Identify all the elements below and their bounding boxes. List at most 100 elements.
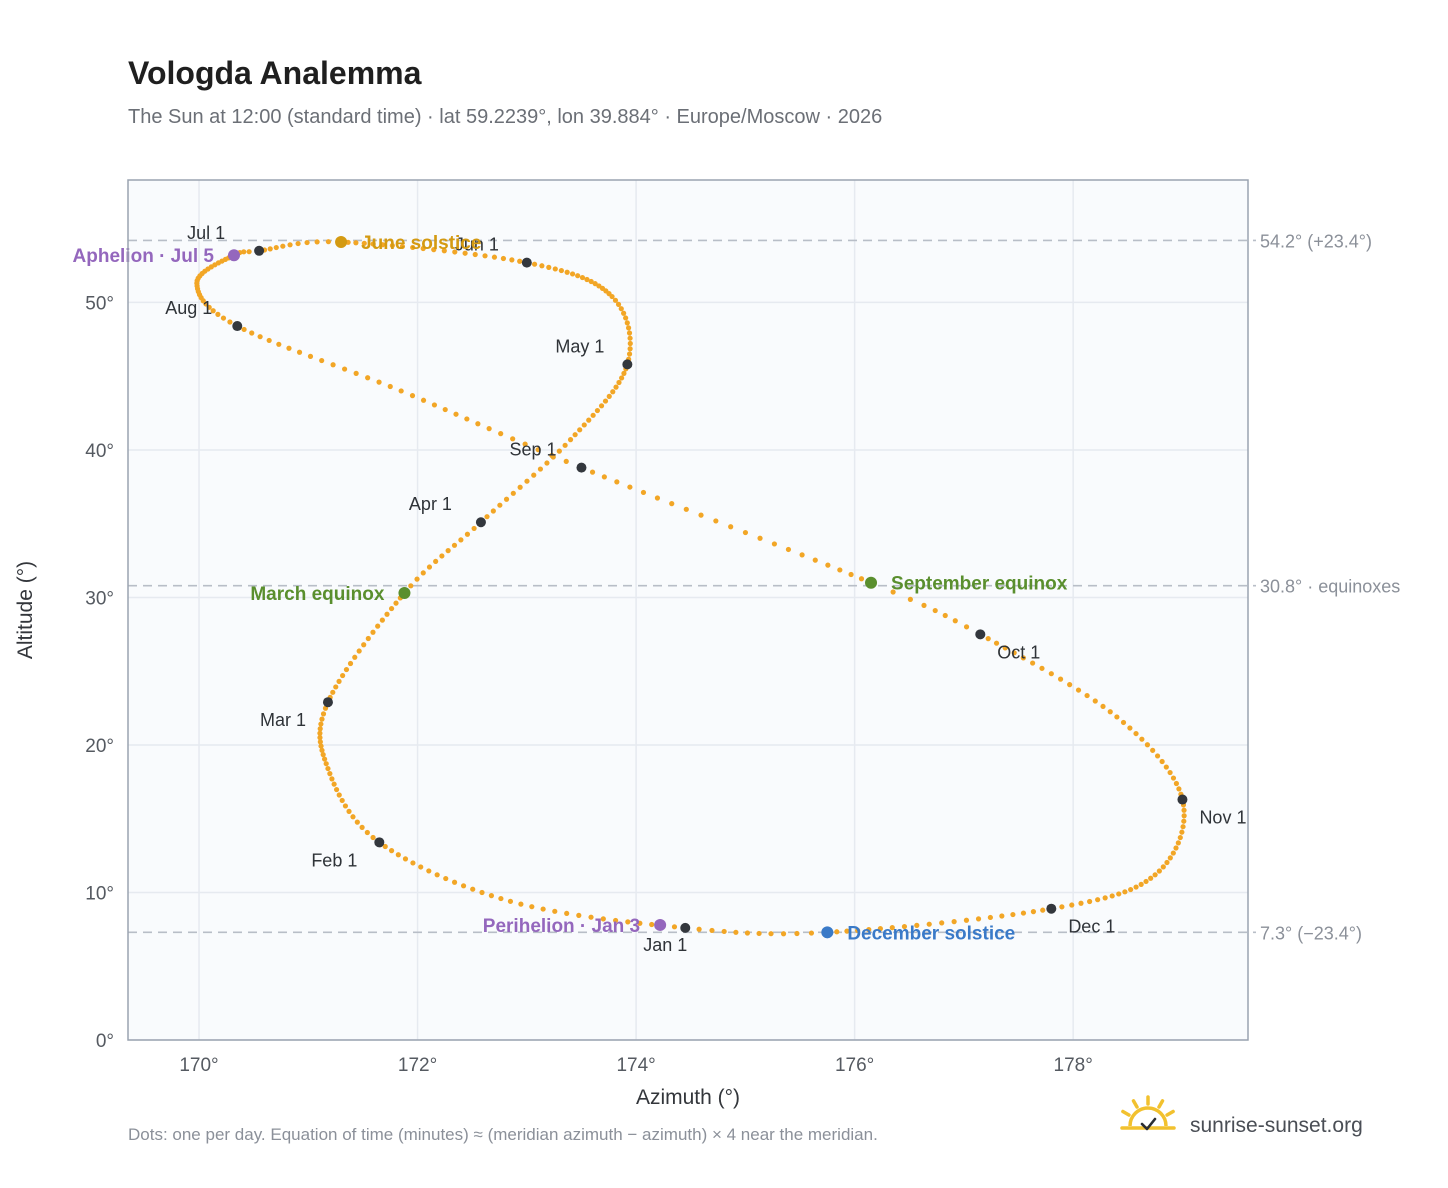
daily-dot <box>588 914 594 920</box>
daily-dot <box>393 600 399 606</box>
daily-dot <box>451 879 458 885</box>
daily-dot <box>785 546 792 553</box>
x-tick-label: 170° <box>179 1055 218 1076</box>
daily-dot <box>529 904 535 910</box>
daily-dot <box>319 747 325 753</box>
daily-dot <box>1116 891 1122 897</box>
month-marker <box>521 257 532 268</box>
daily-dot <box>627 484 633 490</box>
daily-dot <box>624 320 630 326</box>
month-label: Jan 1 <box>643 935 687 955</box>
month-label: Aug 1 <box>165 298 212 318</box>
daily-dot <box>500 255 507 262</box>
daily-dot <box>602 398 609 404</box>
daily-dot <box>257 334 263 340</box>
daily-dot <box>669 501 675 507</box>
month-label: Jul 1 <box>187 223 225 243</box>
month-label: Nov 1 <box>1199 808 1246 828</box>
daily-dot <box>442 406 448 413</box>
daily-dot <box>434 872 440 878</box>
daily-dot <box>952 618 958 624</box>
daily-dot <box>709 927 715 934</box>
event-markers: June solstice December solstice March equi… <box>73 233 1068 944</box>
daily-dot <box>295 240 301 247</box>
daily-dot <box>1030 660 1036 666</box>
daily-dot <box>1040 907 1046 913</box>
daily-dot <box>336 678 342 684</box>
daily-dot <box>590 412 596 418</box>
daily-dot <box>1144 742 1151 748</box>
event-marker <box>398 587 411 600</box>
daily-dot <box>342 366 348 372</box>
daily-dot <box>615 301 622 307</box>
sun-ray <box>1131 1099 1139 1109</box>
event-marker <box>335 235 348 248</box>
daily-dot <box>464 531 471 537</box>
daily-dot <box>1127 725 1133 731</box>
daily-dot <box>336 792 342 798</box>
daily-dot <box>1180 824 1186 830</box>
daily-dot <box>627 340 633 347</box>
daily-dot <box>497 502 503 508</box>
daily-dot <box>320 711 327 717</box>
daily-dot <box>552 266 558 272</box>
daily-dot <box>877 926 883 932</box>
daily-dot <box>410 244 416 251</box>
daily-dot <box>552 908 558 914</box>
daily-dot <box>613 917 619 924</box>
daily-dot <box>1095 897 1101 903</box>
daily-dot <box>498 431 504 437</box>
daily-dot <box>1133 730 1139 737</box>
reference-line-label: 54.2° (+23.4°) <box>1260 231 1372 251</box>
daily-dot <box>569 271 576 277</box>
daily-dot <box>317 735 323 741</box>
daily-dot <box>460 883 467 889</box>
daily-dot <box>346 808 352 814</box>
daily-dot <box>507 898 514 904</box>
month-label: May 1 <box>555 336 604 356</box>
daily-dot <box>951 919 957 925</box>
daily-dot <box>621 370 627 376</box>
daily-dot <box>317 726 323 732</box>
daily-dot <box>510 436 516 442</box>
daily-dot <box>844 928 850 934</box>
daily-dot <box>546 264 552 270</box>
daily-dot <box>318 721 324 727</box>
daily-dot <box>402 856 409 862</box>
daily-dot <box>612 297 619 303</box>
daily-dot <box>370 629 376 635</box>
daily-dot <box>445 548 451 554</box>
daily-dot <box>379 617 385 623</box>
daily-dot <box>563 458 569 464</box>
daily-dot <box>382 843 388 850</box>
daily-dot <box>539 263 545 269</box>
daily-dot <box>426 868 432 874</box>
event-marker <box>227 249 240 262</box>
daily-dot <box>296 349 303 355</box>
daily-dot <box>756 930 762 937</box>
daily-dot <box>987 914 993 921</box>
daily-dot <box>780 931 787 937</box>
daily-dot <box>472 251 478 258</box>
daily-dot <box>517 258 523 264</box>
daily-dot <box>470 886 476 892</box>
daily-dot <box>509 257 515 263</box>
daily-dot <box>1167 769 1173 776</box>
daily-dot <box>742 529 749 536</box>
footnote: Dots: one per day. Equation of time (min… <box>128 1125 878 1144</box>
daily-dot <box>471 525 477 532</box>
daily-dot <box>1010 911 1016 918</box>
daily-dot <box>365 375 371 381</box>
daily-dot <box>1020 655 1026 661</box>
daily-dot <box>323 761 329 767</box>
daily-dot <box>1164 859 1170 866</box>
month-label: Feb 1 <box>311 850 357 870</box>
month-label: Mar 1 <box>260 710 306 730</box>
brand-logo <box>1120 1095 1176 1131</box>
daily-dot <box>601 474 607 480</box>
x-tick-label: 178° <box>1054 1055 1093 1076</box>
daily-dot <box>683 506 689 512</box>
daily-dot <box>475 421 481 427</box>
daily-dot <box>354 819 360 825</box>
